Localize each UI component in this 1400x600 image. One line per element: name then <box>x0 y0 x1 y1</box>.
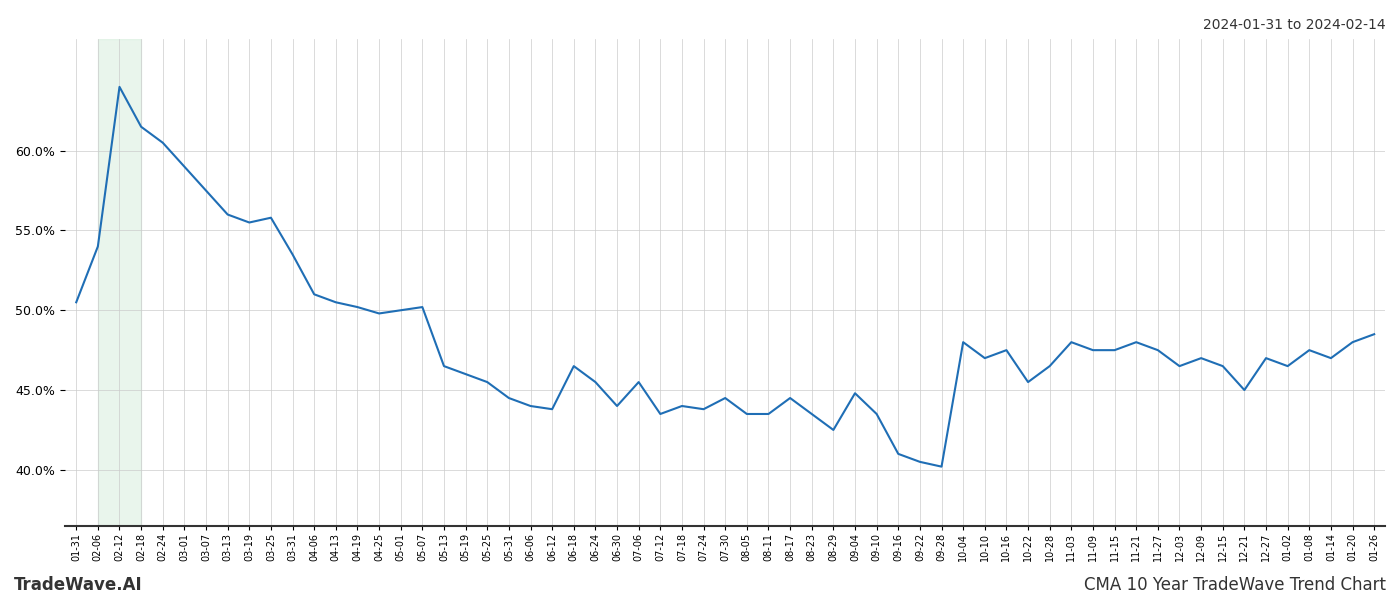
Bar <box>98 39 141 526</box>
Text: TradeWave.AI: TradeWave.AI <box>14 576 143 594</box>
Text: CMA 10 Year TradeWave Trend Chart: CMA 10 Year TradeWave Trend Chart <box>1084 576 1386 594</box>
Text: 2024-01-31 to 2024-02-14: 2024-01-31 to 2024-02-14 <box>1204 18 1386 32</box>
